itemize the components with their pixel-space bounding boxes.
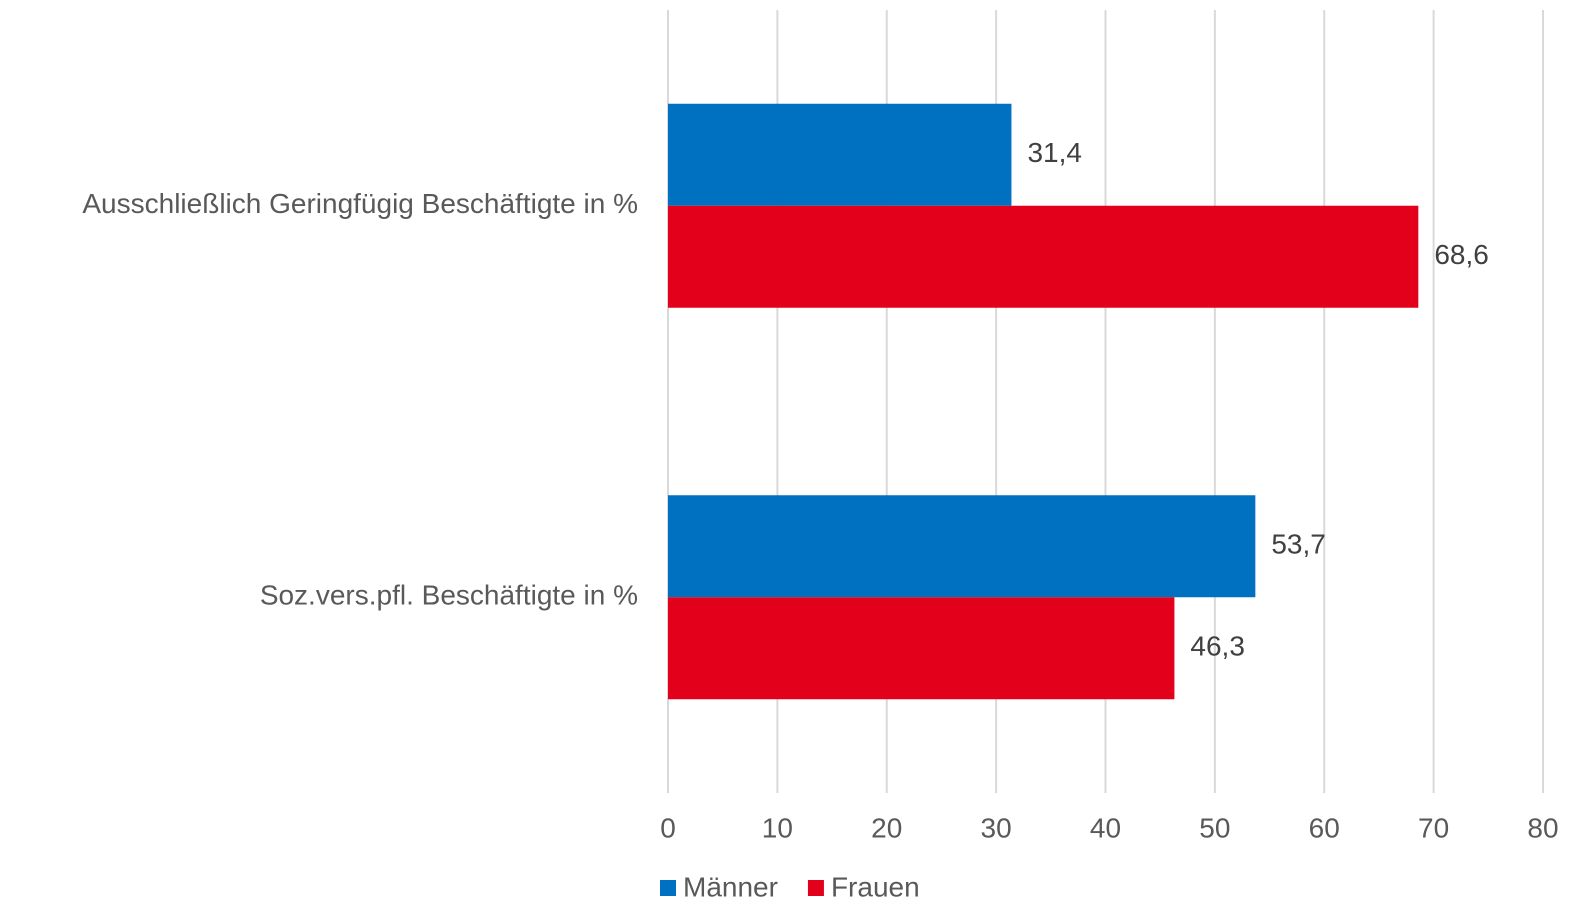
data-label: 53,7 xyxy=(1271,529,1326,560)
legend-label: Männer xyxy=(683,871,778,902)
x-tick-label: 10 xyxy=(762,812,793,843)
data-label: 68,6 xyxy=(1434,239,1489,270)
bar xyxy=(668,495,1256,598)
bar xyxy=(668,597,1175,700)
x-tick-label: 70 xyxy=(1418,812,1449,843)
data-label: 46,3 xyxy=(1190,631,1245,662)
x-tick-label: 60 xyxy=(1309,812,1340,843)
legend-swatch xyxy=(660,880,676,896)
legend-label: Frauen xyxy=(831,871,920,902)
x-tick-label: 80 xyxy=(1527,812,1558,843)
x-tick-label: 30 xyxy=(981,812,1012,843)
bar xyxy=(668,205,1419,308)
data-label: 31,4 xyxy=(1027,137,1082,168)
x-tick-label: 50 xyxy=(1199,812,1230,843)
legend-swatch xyxy=(807,880,824,896)
x-tick-label: 40 xyxy=(1090,812,1121,843)
category-label: Ausschließlich Geringfügig Beschäftigte … xyxy=(82,188,638,219)
category-label: Soz.vers.pfl. Beschäftigte in % xyxy=(260,580,638,611)
x-tick-label: 20 xyxy=(871,812,902,843)
x-tick-label: 0 xyxy=(660,812,676,843)
bar xyxy=(668,103,1012,206)
